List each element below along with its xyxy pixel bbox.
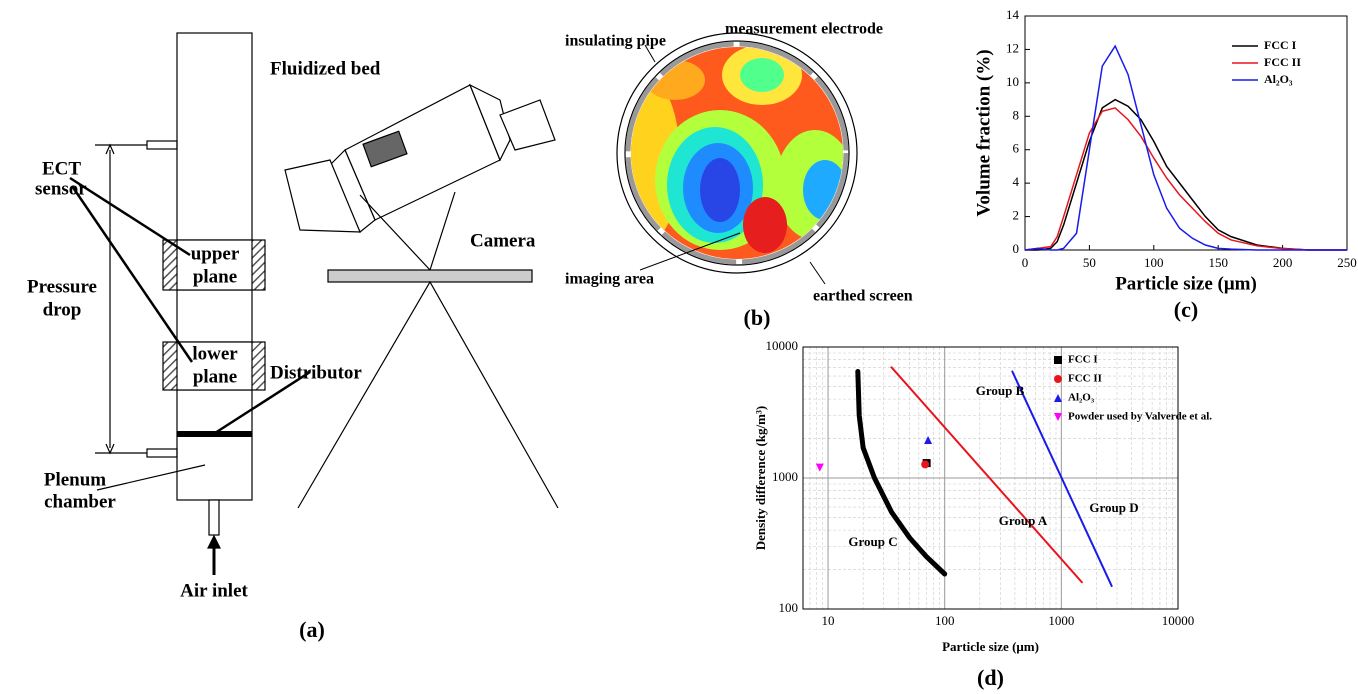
- label: Pressure: [27, 276, 97, 297]
- label: chamber: [44, 491, 116, 512]
- annotation: Group C: [848, 534, 897, 549]
- legend-label: Powder used by Valverde et al.: [1068, 411, 1212, 423]
- label: imaging area: [565, 271, 654, 288]
- y-tick-label: 10: [1006, 74, 1019, 89]
- legend-marker: [1054, 375, 1062, 383]
- x-tick-label: 1000: [1048, 613, 1074, 628]
- label: earthed screen: [813, 288, 913, 305]
- legend-label: FCC II: [1068, 373, 1102, 385]
- y-axis-label: Volume fraction (%): [973, 49, 994, 216]
- label: sensor: [35, 178, 87, 199]
- label: Distributor: [270, 362, 362, 383]
- legend-label: FCC I: [1264, 38, 1297, 52]
- y-tick-label: 2: [1013, 208, 1020, 223]
- label: Fluidized bed: [270, 58, 381, 79]
- label: measurement electrode: [725, 21, 883, 38]
- y-tick-label: 4: [1013, 174, 1020, 189]
- x-tick-label: 10000: [1162, 613, 1195, 628]
- caption: (a): [299, 617, 325, 642]
- label: ECT: [42, 158, 81, 179]
- y-tick-label: 6: [1013, 141, 1020, 156]
- series-line: [1025, 100, 1347, 250]
- point: [921, 460, 929, 468]
- boundary-line: [1012, 372, 1111, 586]
- point: [924, 436, 932, 444]
- annotation: Group D: [1089, 500, 1138, 515]
- label: upper: [191, 243, 240, 264]
- panel-b: [617, 33, 857, 284]
- y-tick-label: 100: [779, 600, 799, 615]
- caption: (c): [1174, 297, 1198, 322]
- y-tick-label: 12: [1006, 40, 1019, 55]
- label: plane: [193, 266, 237, 287]
- label: Plenum: [44, 469, 106, 490]
- legend-label: FCC I: [1068, 354, 1098, 366]
- y-tick-label: 0: [1013, 241, 1020, 256]
- camera-stage: [328, 270, 532, 282]
- label: Camera: [470, 230, 536, 251]
- series-line: [1025, 108, 1347, 250]
- plot-frame: [1025, 16, 1347, 250]
- x-tick-label: 200: [1273, 255, 1293, 270]
- leader: [70, 178, 190, 255]
- figure: Fluidized bed ECT sensor upper plane low…: [0, 0, 1358, 694]
- series-line: [1025, 46, 1347, 250]
- pressure-tap: [147, 449, 177, 457]
- annotation: Group A: [999, 513, 1048, 528]
- legend-marker: [1054, 413, 1062, 421]
- y-tick-label: 8: [1013, 107, 1020, 122]
- legend-label: Al₂O₃: [1264, 72, 1293, 86]
- inlet-pipe: [209, 500, 219, 535]
- legend-label: FCC II: [1264, 55, 1301, 69]
- x-tick-label: 0: [1022, 255, 1029, 270]
- x-tick-label: 100: [1144, 255, 1164, 270]
- x-tick-label: 50: [1083, 255, 1096, 270]
- label: drop: [43, 299, 82, 320]
- legend-marker: [1054, 394, 1062, 402]
- label: lower: [192, 343, 238, 364]
- y-axis-label: Density difference (kg/m³): [753, 406, 768, 550]
- label: plane: [193, 366, 237, 387]
- leader: [810, 262, 825, 284]
- caption: (b): [744, 305, 771, 330]
- arrow-head: [208, 536, 220, 548]
- x-tick-label: 10: [822, 613, 835, 628]
- legend-label: Al₂O₃: [1068, 392, 1095, 404]
- x-tick-label: 250: [1337, 255, 1357, 270]
- y-tick-label: 1000: [772, 469, 798, 484]
- caption: (d): [977, 665, 1004, 690]
- view-cone: [298, 282, 558, 508]
- x-tick-label: 100: [935, 613, 955, 628]
- y-tick-label: 14: [1006, 7, 1020, 22]
- label: Air inlet: [180, 580, 248, 601]
- label: insulating pipe: [565, 33, 666, 50]
- panel-a: [70, 33, 558, 575]
- pressure-tap: [147, 141, 177, 149]
- x-axis-label: Particle size (μm): [1115, 273, 1257, 294]
- legend-marker: [1054, 356, 1062, 364]
- x-axis-label: Particle size (μm): [942, 639, 1039, 654]
- annotation: Group B: [976, 383, 1025, 398]
- x-tick-label: 150: [1208, 255, 1228, 270]
- y-tick-label: 10000: [766, 338, 799, 353]
